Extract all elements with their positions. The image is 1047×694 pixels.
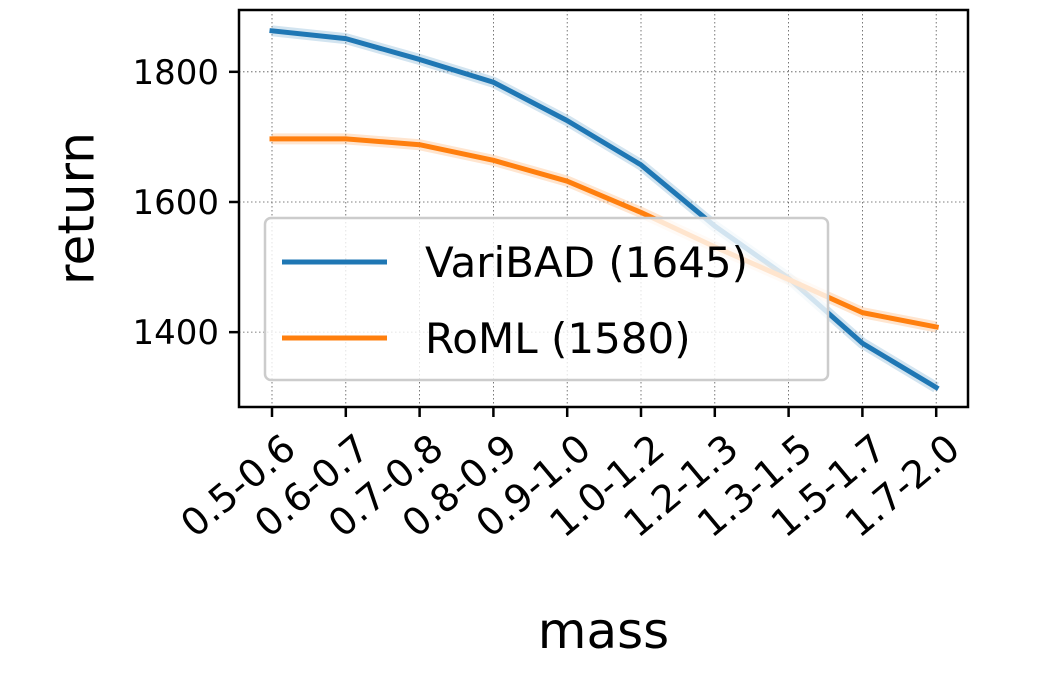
y-axis-title: return [48, 132, 106, 285]
x-axis: 0.5-0.60.6-0.70.7-0.80.8-0.90.9-1.01.0-1… [172, 407, 968, 546]
legend-label: VariBAD (1645) [425, 238, 748, 287]
y-tick-label: 1600 [132, 183, 219, 223]
x-axis-title: mass [538, 602, 669, 660]
legend-label: RoML (1580) [425, 314, 691, 363]
y-axis: 1400 1600 1800 [132, 53, 239, 353]
legend: VariBAD (1645) RoML (1580) [265, 218, 828, 380]
y-tick-label: 1800 [132, 53, 219, 93]
y-tick-label: 1400 [132, 313, 219, 353]
